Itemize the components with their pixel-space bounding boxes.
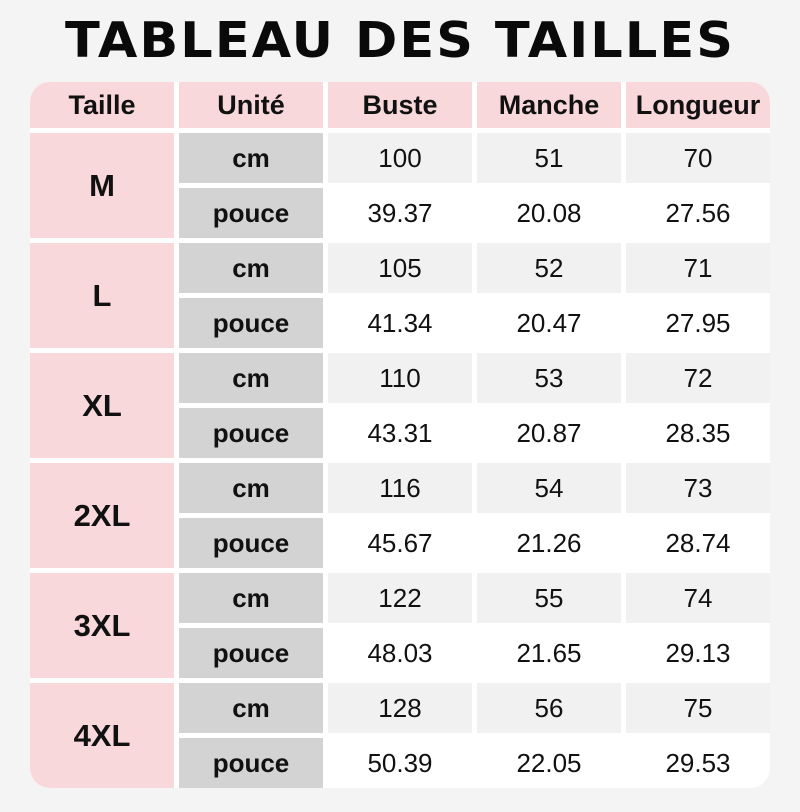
unit-label-cm: cm	[179, 463, 323, 513]
value-manche-cm: 56	[477, 683, 621, 733]
unit-label-cm: cm	[179, 683, 323, 733]
value-buste-pouce: 50.39	[328, 738, 472, 788]
value-longueur-pouce: 27.56	[626, 188, 770, 238]
size-label-3xl: 3XL	[30, 573, 174, 678]
unit-label-pouce: pouce	[179, 738, 323, 788]
column-header-unite: Unité	[179, 82, 323, 128]
unit-label-pouce: pouce	[179, 628, 323, 678]
column-header-taille: Taille	[30, 82, 174, 128]
column-header-manche: Manche	[477, 82, 621, 128]
size-label-m: M	[30, 133, 174, 238]
value-manche-cm: 54	[477, 463, 621, 513]
value-buste-cm: 105	[328, 243, 472, 293]
value-manche-pouce: 20.47	[477, 298, 621, 348]
value-buste-pouce: 45.67	[328, 518, 472, 568]
size-label-l: L	[30, 243, 174, 348]
value-longueur-pouce: 29.53	[626, 738, 770, 788]
unit-label-pouce: pouce	[179, 188, 323, 238]
value-buste-cm: 122	[328, 573, 472, 623]
value-manche-pouce: 22.05	[477, 738, 621, 788]
value-manche-pouce: 20.87	[477, 408, 621, 458]
value-buste-cm: 128	[328, 683, 472, 733]
value-buste-cm: 100	[328, 133, 472, 183]
value-buste-pouce: 39.37	[328, 188, 472, 238]
size-label-4xl: 4XL	[30, 683, 174, 788]
value-buste-pouce: 41.34	[328, 298, 472, 348]
column-header-buste: Buste	[328, 82, 472, 128]
unit-label-pouce: pouce	[179, 298, 323, 348]
unit-label-cm: cm	[179, 133, 323, 183]
unit-label-cm: cm	[179, 243, 323, 293]
unit-label-cm: cm	[179, 353, 323, 403]
unit-label-pouce: pouce	[179, 408, 323, 458]
page-title: TABLEAU DES TAILLES	[64, 12, 736, 69]
value-buste-pouce: 48.03	[328, 628, 472, 678]
value-buste-pouce: 43.31	[328, 408, 472, 458]
value-manche-cm: 55	[477, 573, 621, 623]
size-label-2xl: 2XL	[30, 463, 174, 568]
unit-label-pouce: pouce	[179, 518, 323, 568]
value-buste-cm: 110	[328, 353, 472, 403]
value-manche-cm: 51	[477, 133, 621, 183]
unit-label-cm: cm	[179, 573, 323, 623]
value-longueur-cm: 71	[626, 243, 770, 293]
value-manche-pouce: 21.26	[477, 518, 621, 568]
value-longueur-cm: 75	[626, 683, 770, 733]
value-longueur-pouce: 29.13	[626, 628, 770, 678]
column-header-longueur: Longueur	[626, 82, 770, 128]
value-manche-pouce: 21.65	[477, 628, 621, 678]
value-longueur-cm: 70	[626, 133, 770, 183]
value-manche-pouce: 20.08	[477, 188, 621, 238]
value-longueur-pouce: 27.95	[626, 298, 770, 348]
value-buste-cm: 116	[328, 463, 472, 513]
value-longueur-pouce: 28.74	[626, 518, 770, 568]
value-longueur-cm: 72	[626, 353, 770, 403]
value-manche-cm: 53	[477, 353, 621, 403]
value-longueur-cm: 74	[626, 573, 770, 623]
value-longueur-pouce: 28.35	[626, 408, 770, 458]
size-chart-table: Taille Unité Buste Manche Longueur M cm …	[30, 82, 770, 788]
size-label-xl: XL	[30, 353, 174, 458]
value-manche-cm: 52	[477, 243, 621, 293]
value-longueur-cm: 73	[626, 463, 770, 513]
